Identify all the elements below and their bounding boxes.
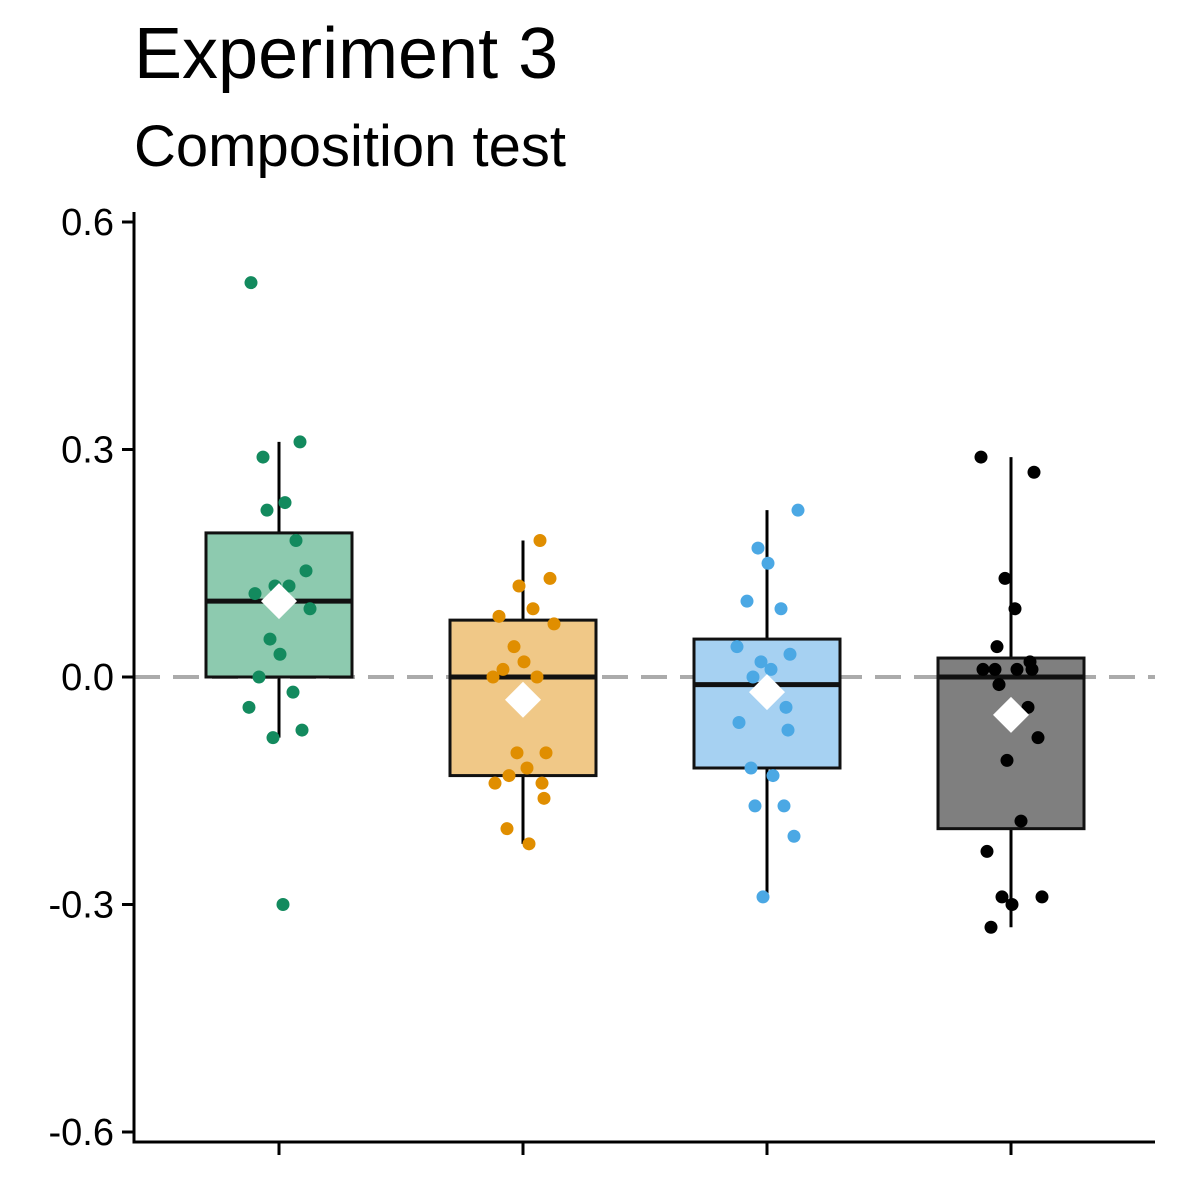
data-point xyxy=(299,564,313,578)
data-point xyxy=(533,534,547,547)
mean-marker xyxy=(261,583,297,620)
data-point xyxy=(248,587,262,601)
data-point xyxy=(756,890,770,904)
data-point xyxy=(492,609,506,623)
data-point xyxy=(488,776,502,790)
data-point xyxy=(500,822,514,836)
data-point xyxy=(507,640,521,654)
mean-marker xyxy=(505,681,541,718)
data-point xyxy=(766,769,780,783)
data-point xyxy=(512,579,526,593)
data-point xyxy=(1021,700,1035,714)
data-point xyxy=(526,602,540,616)
data-point xyxy=(252,670,266,684)
data-point xyxy=(1005,898,1019,911)
chart-title: Experiment 3 xyxy=(134,14,559,94)
data-point xyxy=(781,723,795,737)
data-point xyxy=(730,640,744,654)
y-tick-label: 0.3 xyxy=(61,430,114,472)
y-tick-label: -0.6 xyxy=(49,1112,114,1154)
data-point xyxy=(761,556,775,570)
data-point xyxy=(1010,662,1024,676)
data-point xyxy=(520,761,534,775)
data-point xyxy=(779,700,793,714)
data-point xyxy=(751,541,765,555)
data-point xyxy=(242,700,256,714)
data-point xyxy=(263,632,277,646)
data-point xyxy=(980,844,994,858)
data-point xyxy=(1031,731,1045,745)
plot-area: -0.6 -0.3 0.0 0.3 0.6 xyxy=(49,202,1155,1155)
data-point xyxy=(740,594,754,608)
y-tick-label: -0.3 xyxy=(49,885,114,927)
data-point xyxy=(496,662,510,676)
data-point xyxy=(535,776,549,790)
mean-marker xyxy=(993,696,1029,733)
data-point xyxy=(998,571,1012,585)
data-point xyxy=(537,791,551,805)
data-point xyxy=(974,450,988,464)
data-point xyxy=(256,450,270,464)
data-point xyxy=(1008,602,1022,616)
data-point xyxy=(748,799,762,813)
y-tick-label: 0.6 xyxy=(61,202,114,244)
data-point xyxy=(1027,465,1041,479)
data-point xyxy=(787,829,801,843)
data-point xyxy=(744,761,758,775)
data-point xyxy=(990,640,1004,654)
data-point xyxy=(995,890,1009,904)
data-point xyxy=(522,837,536,851)
data-point xyxy=(289,534,303,547)
data-point xyxy=(988,662,1002,676)
data-point xyxy=(293,435,307,449)
data-point xyxy=(547,617,561,631)
data-point xyxy=(510,746,524,760)
data-point xyxy=(732,716,746,729)
data-point xyxy=(244,276,258,290)
data-point xyxy=(278,496,292,510)
data-point xyxy=(774,602,788,616)
data-point xyxy=(260,503,274,517)
data-point xyxy=(273,647,287,661)
data-point xyxy=(502,769,516,783)
data-point xyxy=(486,670,500,684)
data-point xyxy=(539,746,553,760)
data-point xyxy=(276,898,290,911)
data-point xyxy=(1014,814,1028,828)
box xyxy=(936,656,1086,831)
data-point xyxy=(266,731,280,745)
mean-marker xyxy=(749,674,785,711)
data-point xyxy=(976,662,990,676)
data-point xyxy=(282,579,296,593)
data-point xyxy=(992,678,1006,692)
data-point xyxy=(783,647,797,661)
data-point xyxy=(1035,890,1049,904)
data-point xyxy=(1000,753,1014,767)
data-point xyxy=(1025,662,1039,676)
chart-subtitle: Composition test xyxy=(134,114,566,179)
data-point xyxy=(984,920,998,934)
data-point xyxy=(517,655,531,669)
data-point xyxy=(754,655,768,669)
data-point xyxy=(543,571,557,585)
data-point xyxy=(777,799,791,813)
data-point xyxy=(791,503,805,517)
data-point xyxy=(746,670,760,684)
data-point xyxy=(286,685,300,699)
y-tick-label: 0.0 xyxy=(61,657,114,699)
data-point xyxy=(295,723,309,737)
data-point xyxy=(764,662,778,676)
data-point xyxy=(530,670,544,684)
data-point xyxy=(303,602,317,616)
